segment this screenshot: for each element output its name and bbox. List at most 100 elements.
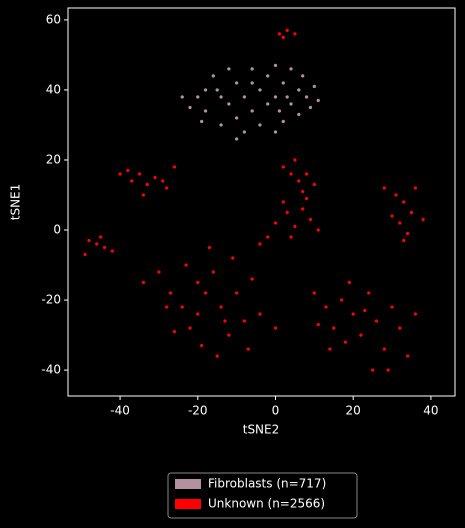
point — [266, 235, 270, 239]
point — [332, 326, 336, 330]
point — [161, 179, 165, 183]
point — [351, 312, 355, 316]
point — [250, 67, 254, 71]
point — [293, 158, 297, 162]
point — [180, 95, 184, 99]
plot-frame — [67, 7, 456, 397]
point — [234, 116, 239, 120]
point — [153, 175, 157, 180]
point — [374, 319, 379, 323]
point — [219, 123, 223, 127]
point — [118, 172, 122, 176]
point — [328, 347, 332, 351]
point — [316, 98, 320, 103]
legend-box — [167, 472, 358, 519]
point — [359, 333, 363, 337]
point — [304, 196, 309, 201]
point — [363, 308, 367, 313]
point — [300, 189, 305, 194]
point — [386, 368, 390, 372]
point — [258, 88, 262, 92]
point — [266, 74, 270, 78]
point — [199, 343, 204, 348]
y-tick-label: -40 — [41, 363, 61, 377]
legend-label: Unknown (n=2566) — [208, 497, 325, 511]
y-tick-label: 0 — [53, 223, 61, 237]
point — [316, 322, 320, 327]
point — [188, 326, 192, 330]
point — [219, 305, 223, 309]
point — [312, 182, 317, 187]
point — [405, 354, 410, 358]
x-tick-label: -20 — [188, 404, 208, 418]
point — [367, 291, 371, 295]
point — [390, 305, 394, 309]
point — [211, 74, 216, 78]
point — [285, 95, 289, 99]
point — [312, 84, 317, 89]
point — [289, 172, 293, 176]
point — [184, 263, 188, 267]
legend-swatch — [175, 479, 201, 489]
point — [207, 245, 212, 250]
point — [196, 280, 200, 285]
point — [172, 165, 177, 169]
point — [258, 123, 262, 127]
point — [382, 347, 386, 351]
point — [281, 200, 285, 204]
point — [141, 193, 146, 197]
point — [227, 333, 231, 337]
point — [219, 95, 223, 99]
y-tick-label: 40 — [46, 82, 61, 96]
point — [405, 231, 410, 236]
point — [223, 319, 227, 323]
point — [289, 235, 293, 239]
point — [227, 67, 231, 71]
point — [390, 214, 394, 218]
point — [273, 326, 278, 330]
point — [258, 312, 262, 316]
point — [297, 179, 301, 183]
point — [211, 270, 216, 274]
point — [180, 305, 184, 309]
point — [266, 102, 270, 106]
point — [297, 112, 301, 117]
point — [308, 217, 313, 222]
point — [277, 109, 282, 113]
point — [137, 172, 142, 176]
point — [273, 95, 278, 99]
point — [231, 256, 235, 260]
point — [285, 210, 289, 215]
point — [293, 224, 297, 229]
point — [234, 291, 239, 295]
x-tick-label: 40 — [423, 404, 438, 418]
point — [277, 32, 282, 36]
point — [402, 238, 406, 243]
point — [242, 319, 247, 323]
point — [394, 193, 398, 197]
legend-swatch — [175, 499, 201, 509]
point — [102, 245, 107, 250]
y-tick-label: 20 — [46, 152, 61, 166]
point — [203, 88, 208, 92]
point — [196, 312, 200, 316]
point — [285, 28, 289, 33]
point — [293, 32, 297, 36]
point — [130, 179, 134, 183]
point — [227, 102, 231, 106]
x-axis-label: tSNE2 — [243, 423, 280, 437]
point — [304, 95, 309, 99]
point — [258, 242, 262, 246]
point — [250, 81, 254, 85]
point — [300, 207, 305, 211]
point — [398, 221, 402, 225]
x-tick-label: 20 — [346, 404, 361, 418]
point — [339, 298, 344, 302]
x-tick-label: 0 — [272, 404, 280, 418]
point — [246, 347, 250, 351]
point — [308, 105, 313, 110]
point — [273, 221, 278, 225]
point — [196, 95, 200, 99]
point — [250, 277, 254, 281]
point — [199, 119, 204, 124]
